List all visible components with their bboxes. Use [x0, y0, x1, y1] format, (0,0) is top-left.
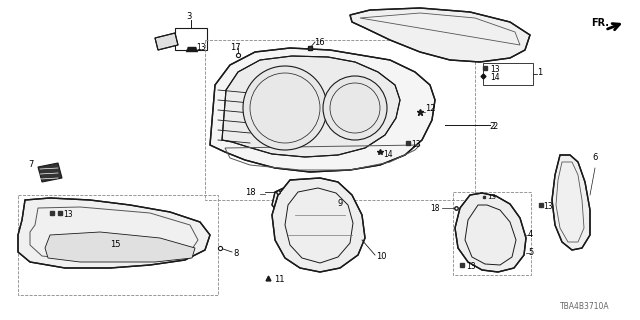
Text: 13: 13 [543, 202, 552, 211]
Text: 11: 11 [274, 275, 285, 284]
Bar [483, 63, 533, 85]
Text: 10: 10 [376, 252, 387, 261]
Text: 13: 13 [466, 262, 476, 271]
Polygon shape [210, 48, 435, 172]
Text: 14: 14 [383, 150, 392, 159]
Text: 3: 3 [186, 12, 191, 21]
Text: 6: 6 [592, 153, 597, 162]
Bar [453, 192, 531, 275]
Text: 4: 4 [528, 230, 533, 239]
Text: 2: 2 [489, 122, 495, 131]
Text: 18: 18 [245, 188, 255, 197]
Text: 13: 13 [411, 140, 420, 149]
Polygon shape [155, 33, 178, 50]
Text: 2: 2 [492, 122, 497, 131]
Text: 12: 12 [425, 103, 435, 113]
Text: 13: 13 [63, 210, 72, 219]
Text: TBA4B3710A: TBA4B3710A [560, 302, 610, 311]
Text: 7: 7 [28, 160, 33, 169]
Polygon shape [18, 198, 210, 268]
Text: 17: 17 [230, 43, 241, 52]
Polygon shape [350, 8, 530, 62]
Text: 9: 9 [337, 199, 342, 208]
Bar [175, 28, 207, 50]
Text: FR.: FR. [591, 18, 609, 28]
Polygon shape [272, 185, 320, 218]
Text: 18: 18 [431, 204, 440, 213]
Text: 5: 5 [528, 248, 533, 257]
Polygon shape [455, 193, 526, 272]
Text: 1: 1 [537, 68, 542, 77]
Circle shape [323, 76, 387, 140]
Polygon shape [272, 178, 365, 272]
Polygon shape [222, 56, 400, 157]
Text: 13: 13 [487, 194, 496, 200]
Text: 15: 15 [110, 240, 120, 249]
Text: 16: 16 [314, 38, 324, 47]
Polygon shape [186, 47, 198, 52]
Polygon shape [38, 163, 62, 182]
Polygon shape [45, 232, 195, 262]
Polygon shape [552, 155, 590, 250]
Bar [18, 195, 218, 295]
Text: 14: 14 [490, 73, 500, 82]
Text: 13: 13 [196, 43, 205, 52]
Text: 13: 13 [490, 65, 500, 74]
Text: 8: 8 [233, 249, 238, 258]
Circle shape [243, 66, 327, 150]
Bar [205, 40, 475, 200]
